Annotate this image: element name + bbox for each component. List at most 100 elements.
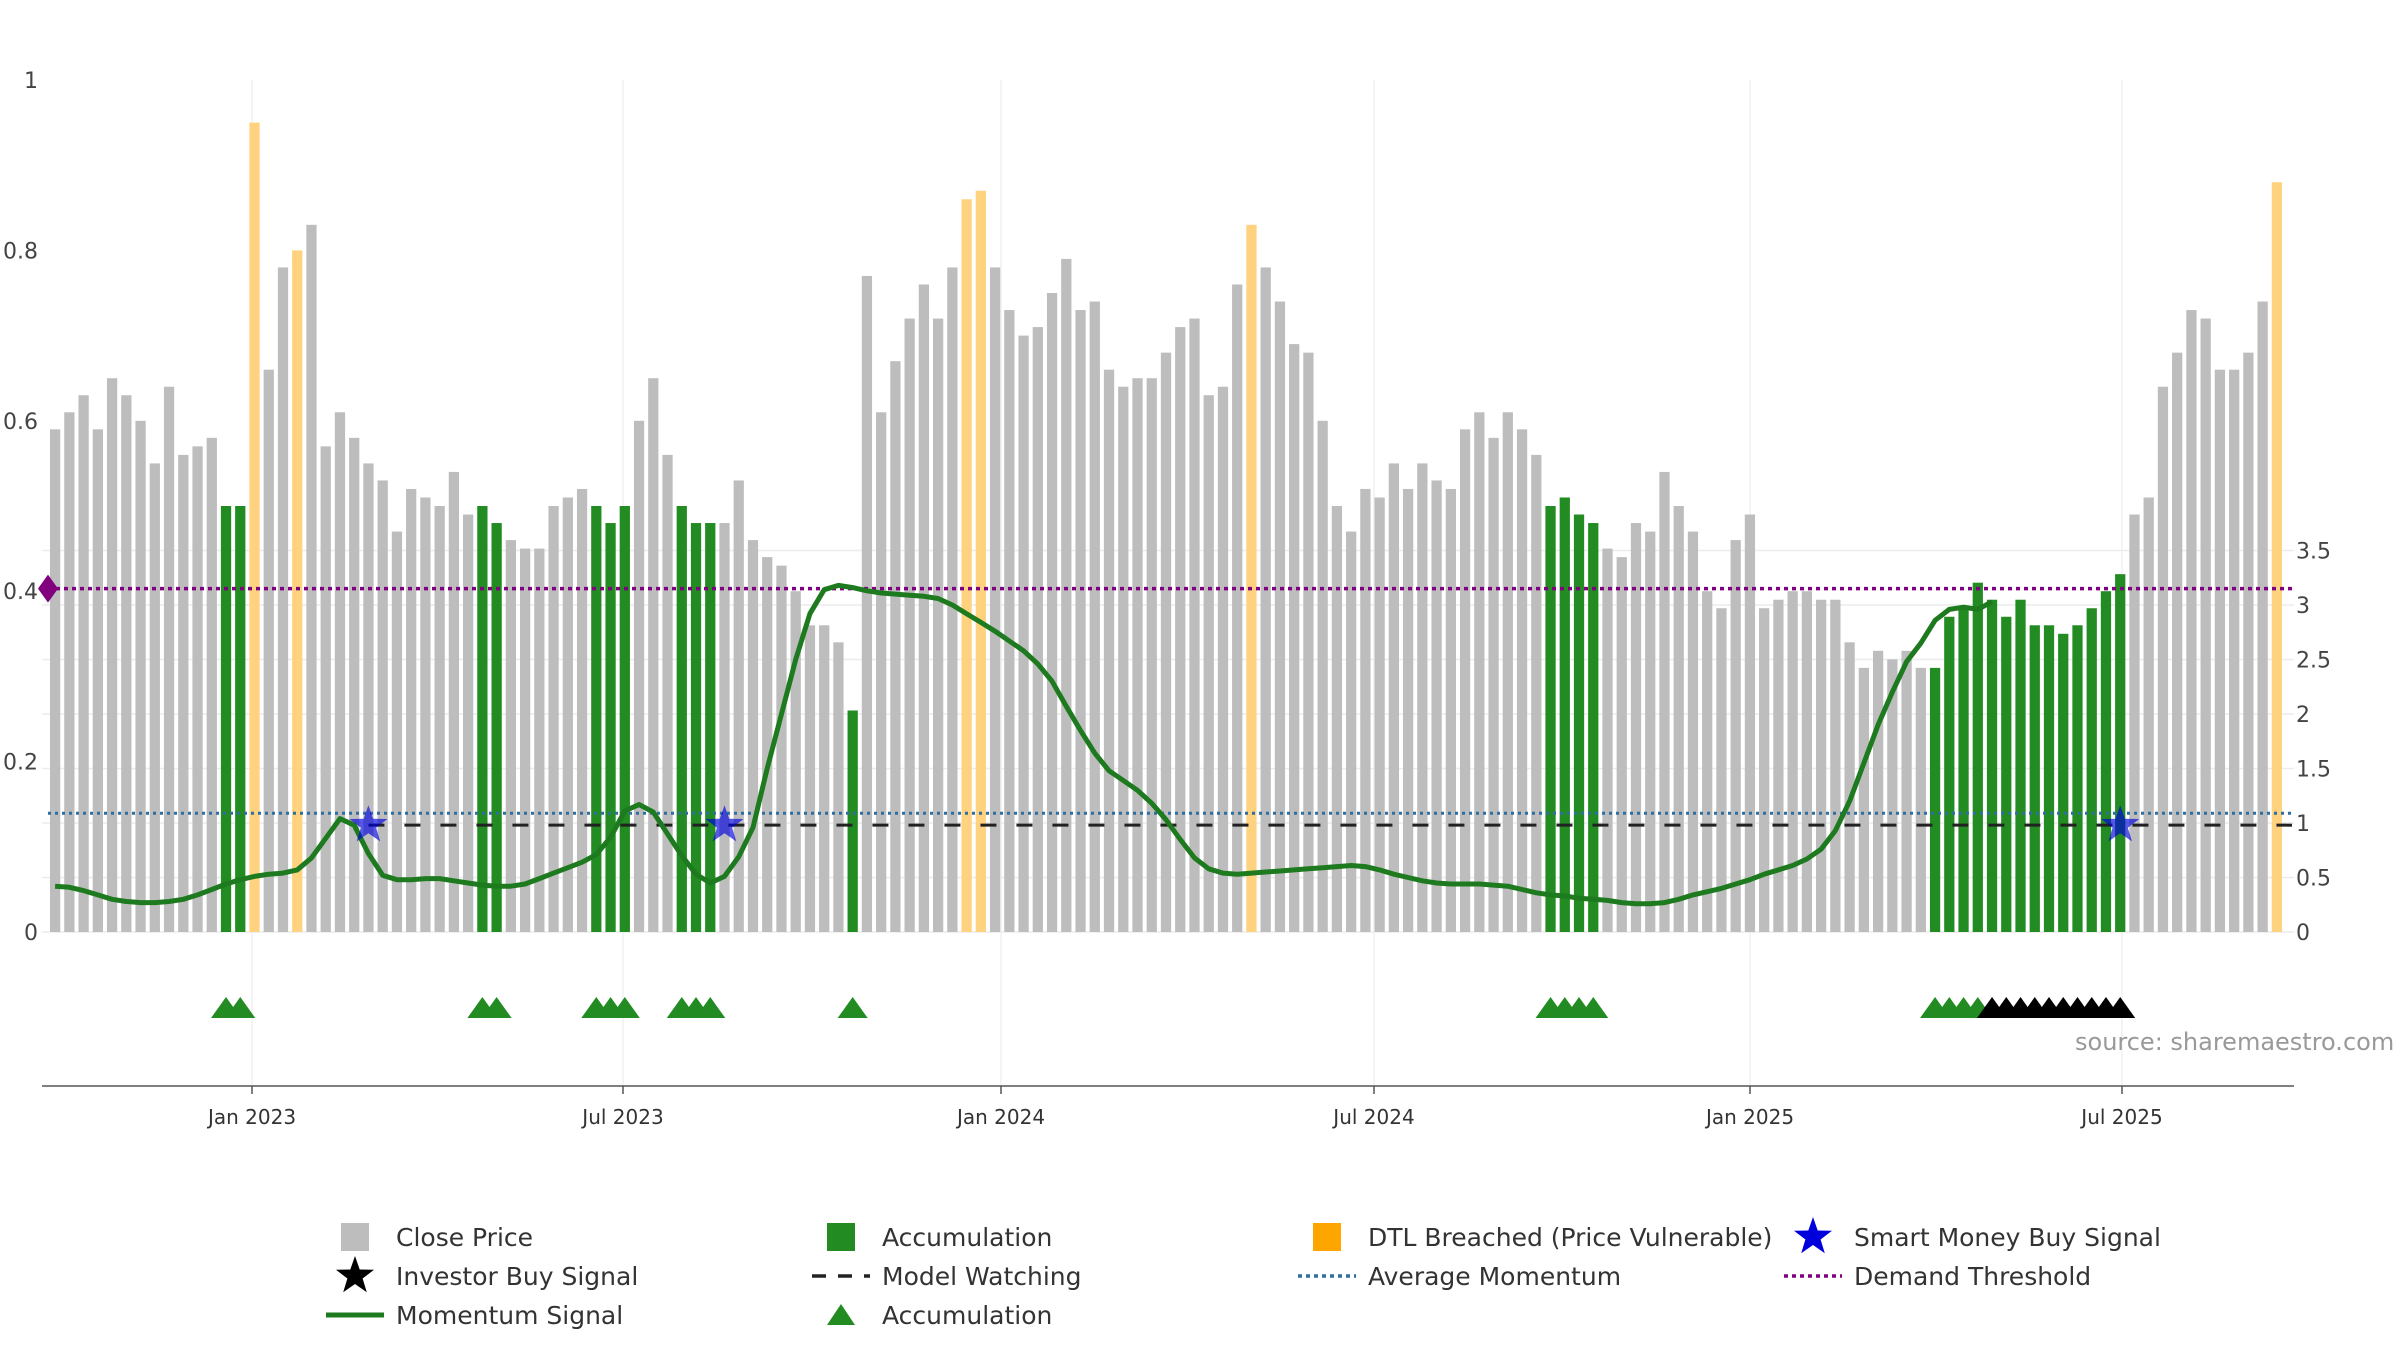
accumulation-bar bbox=[2100, 591, 2112, 932]
legend-investor-star bbox=[336, 1256, 374, 1293]
left-tick-label: 0.6 bbox=[3, 410, 38, 435]
close-price-bar bbox=[1146, 378, 1157, 932]
accumulation-bar bbox=[1958, 608, 1969, 932]
close-price-bar bbox=[2157, 386, 2169, 933]
close-price-bar bbox=[1687, 531, 1699, 932]
x-tick-label: Jul 2024 bbox=[1331, 1105, 1414, 1129]
momentum-signal-path bbox=[54, 582, 1994, 907]
close-price-bar bbox=[149, 463, 160, 932]
accumulation-bar bbox=[491, 523, 502, 932]
close-price-bar bbox=[1132, 378, 1143, 932]
legend: Close Price Accumulation DTL Breached (Pri… bbox=[326, 1217, 2161, 1330]
investor-buy-marker bbox=[2105, 997, 2136, 1018]
close-price-bar bbox=[121, 395, 132, 932]
close-price-bar bbox=[1730, 540, 1741, 932]
close-price-bar bbox=[505, 540, 516, 932]
accumulation-bar bbox=[619, 506, 630, 932]
right-tick-label: 0.5 bbox=[2296, 867, 2331, 892]
right-tick-label: 3 bbox=[2296, 594, 2310, 619]
dtl-bar bbox=[961, 199, 972, 932]
accumulation-bar bbox=[705, 523, 716, 932]
close-price-bar bbox=[178, 454, 189, 932]
legend-swatch-dtl bbox=[1313, 1223, 1341, 1251]
legend-label: Investor Buy Signal bbox=[396, 1262, 638, 1291]
close-price-bar bbox=[562, 497, 573, 932]
accumulation-bar bbox=[605, 523, 616, 932]
accumulation-bar bbox=[2072, 625, 2083, 932]
close-price-bar bbox=[1346, 531, 1357, 932]
accumulation-bar bbox=[2086, 608, 2097, 932]
close-price-bar bbox=[1915, 667, 1926, 932]
close-price-bar bbox=[363, 463, 374, 932]
accumulation-triangle bbox=[1578, 997, 1609, 1018]
legend-smart-money-star bbox=[1794, 1217, 1832, 1254]
close-price-bar bbox=[1160, 352, 1172, 932]
close-price-bar bbox=[1189, 318, 1200, 932]
close-price-bar bbox=[2143, 497, 2154, 932]
accumulation-bar bbox=[1986, 599, 1998, 932]
close-price-bar bbox=[1474, 412, 1485, 932]
close-price-bar bbox=[989, 267, 1001, 932]
close-price-bar bbox=[576, 488, 588, 932]
close-price-bar bbox=[1602, 548, 1613, 932]
dtl-bar bbox=[975, 190, 986, 932]
accumulation-bar bbox=[1588, 523, 1599, 932]
close-price-bar bbox=[1032, 327, 1043, 933]
accumulation-bar bbox=[1559, 497, 1570, 932]
close-price-bar bbox=[776, 565, 787, 932]
close-price-bar bbox=[2172, 352, 2183, 932]
close-price-bar bbox=[2186, 310, 2197, 932]
close-price-bar bbox=[2229, 369, 2240, 932]
close-price-bar bbox=[1901, 650, 1912, 932]
legend-label: DTL Breached (Price Vulnerable) bbox=[1368, 1223, 1772, 1252]
close-price-bar bbox=[1046, 293, 1058, 932]
accumulation-triangle bbox=[695, 997, 726, 1018]
close-price-bar bbox=[1388, 463, 1399, 932]
close-price-bar bbox=[1089, 301, 1100, 932]
x-tick-label: Jul 2023 bbox=[580, 1105, 663, 1129]
left-tick-label: 1 bbox=[24, 69, 38, 94]
close-price-bar bbox=[861, 275, 873, 933]
close-price-bar bbox=[890, 361, 901, 932]
close-price-bar bbox=[1260, 267, 1271, 932]
accumulation-bar bbox=[2058, 633, 2069, 932]
close-price-bar bbox=[349, 437, 360, 932]
accumulation-bar bbox=[1545, 506, 1556, 932]
close-price-bar bbox=[2257, 301, 2268, 932]
close-price-bar bbox=[719, 523, 730, 932]
accumulation-bar bbox=[591, 506, 602, 932]
close-price-bar bbox=[918, 284, 930, 933]
right-tick-label: 3.5 bbox=[2296, 540, 2331, 565]
smart-money-star bbox=[349, 805, 388, 842]
accumulation-bar bbox=[1972, 582, 1983, 932]
close-price-bar bbox=[1488, 437, 1499, 932]
x-tick-label: Jul 2025 bbox=[2079, 1105, 2162, 1129]
close-price-bar bbox=[1203, 395, 1214, 932]
close-price-bar bbox=[1303, 352, 1314, 932]
close-price-bar bbox=[1445, 488, 1456, 932]
close-price-bar bbox=[2214, 369, 2226, 932]
close-price-bar bbox=[163, 386, 175, 933]
smart-money-star bbox=[705, 805, 744, 842]
x-tick-label: Jan 2025 bbox=[1704, 1105, 1794, 1129]
close-price-bar bbox=[406, 488, 417, 932]
legend-label: Smart Money Buy Signal bbox=[1854, 1223, 2161, 1252]
close-price-bar bbox=[277, 267, 289, 932]
close-price-bar bbox=[463, 514, 474, 932]
accumulation-bar bbox=[235, 506, 246, 932]
accumulation-bar bbox=[676, 506, 687, 932]
close-price-bar bbox=[1516, 429, 1528, 932]
close-price-bar bbox=[1274, 301, 1286, 932]
accumulation-bar bbox=[1573, 514, 1585, 932]
close-price-bar bbox=[733, 480, 744, 932]
accumulation-triangle bbox=[481, 997, 512, 1018]
close-price-bar bbox=[1787, 591, 1798, 932]
close-price-bar bbox=[1659, 471, 1670, 932]
close-price-bar bbox=[762, 557, 773, 932]
close-price-bar bbox=[904, 318, 915, 932]
close-price-bar bbox=[306, 224, 317, 933]
left-tick-label: 0 bbox=[24, 921, 38, 946]
close-price-bar bbox=[1118, 386, 1129, 933]
close-price-bar bbox=[434, 506, 445, 932]
close-price-bar bbox=[64, 412, 75, 932]
